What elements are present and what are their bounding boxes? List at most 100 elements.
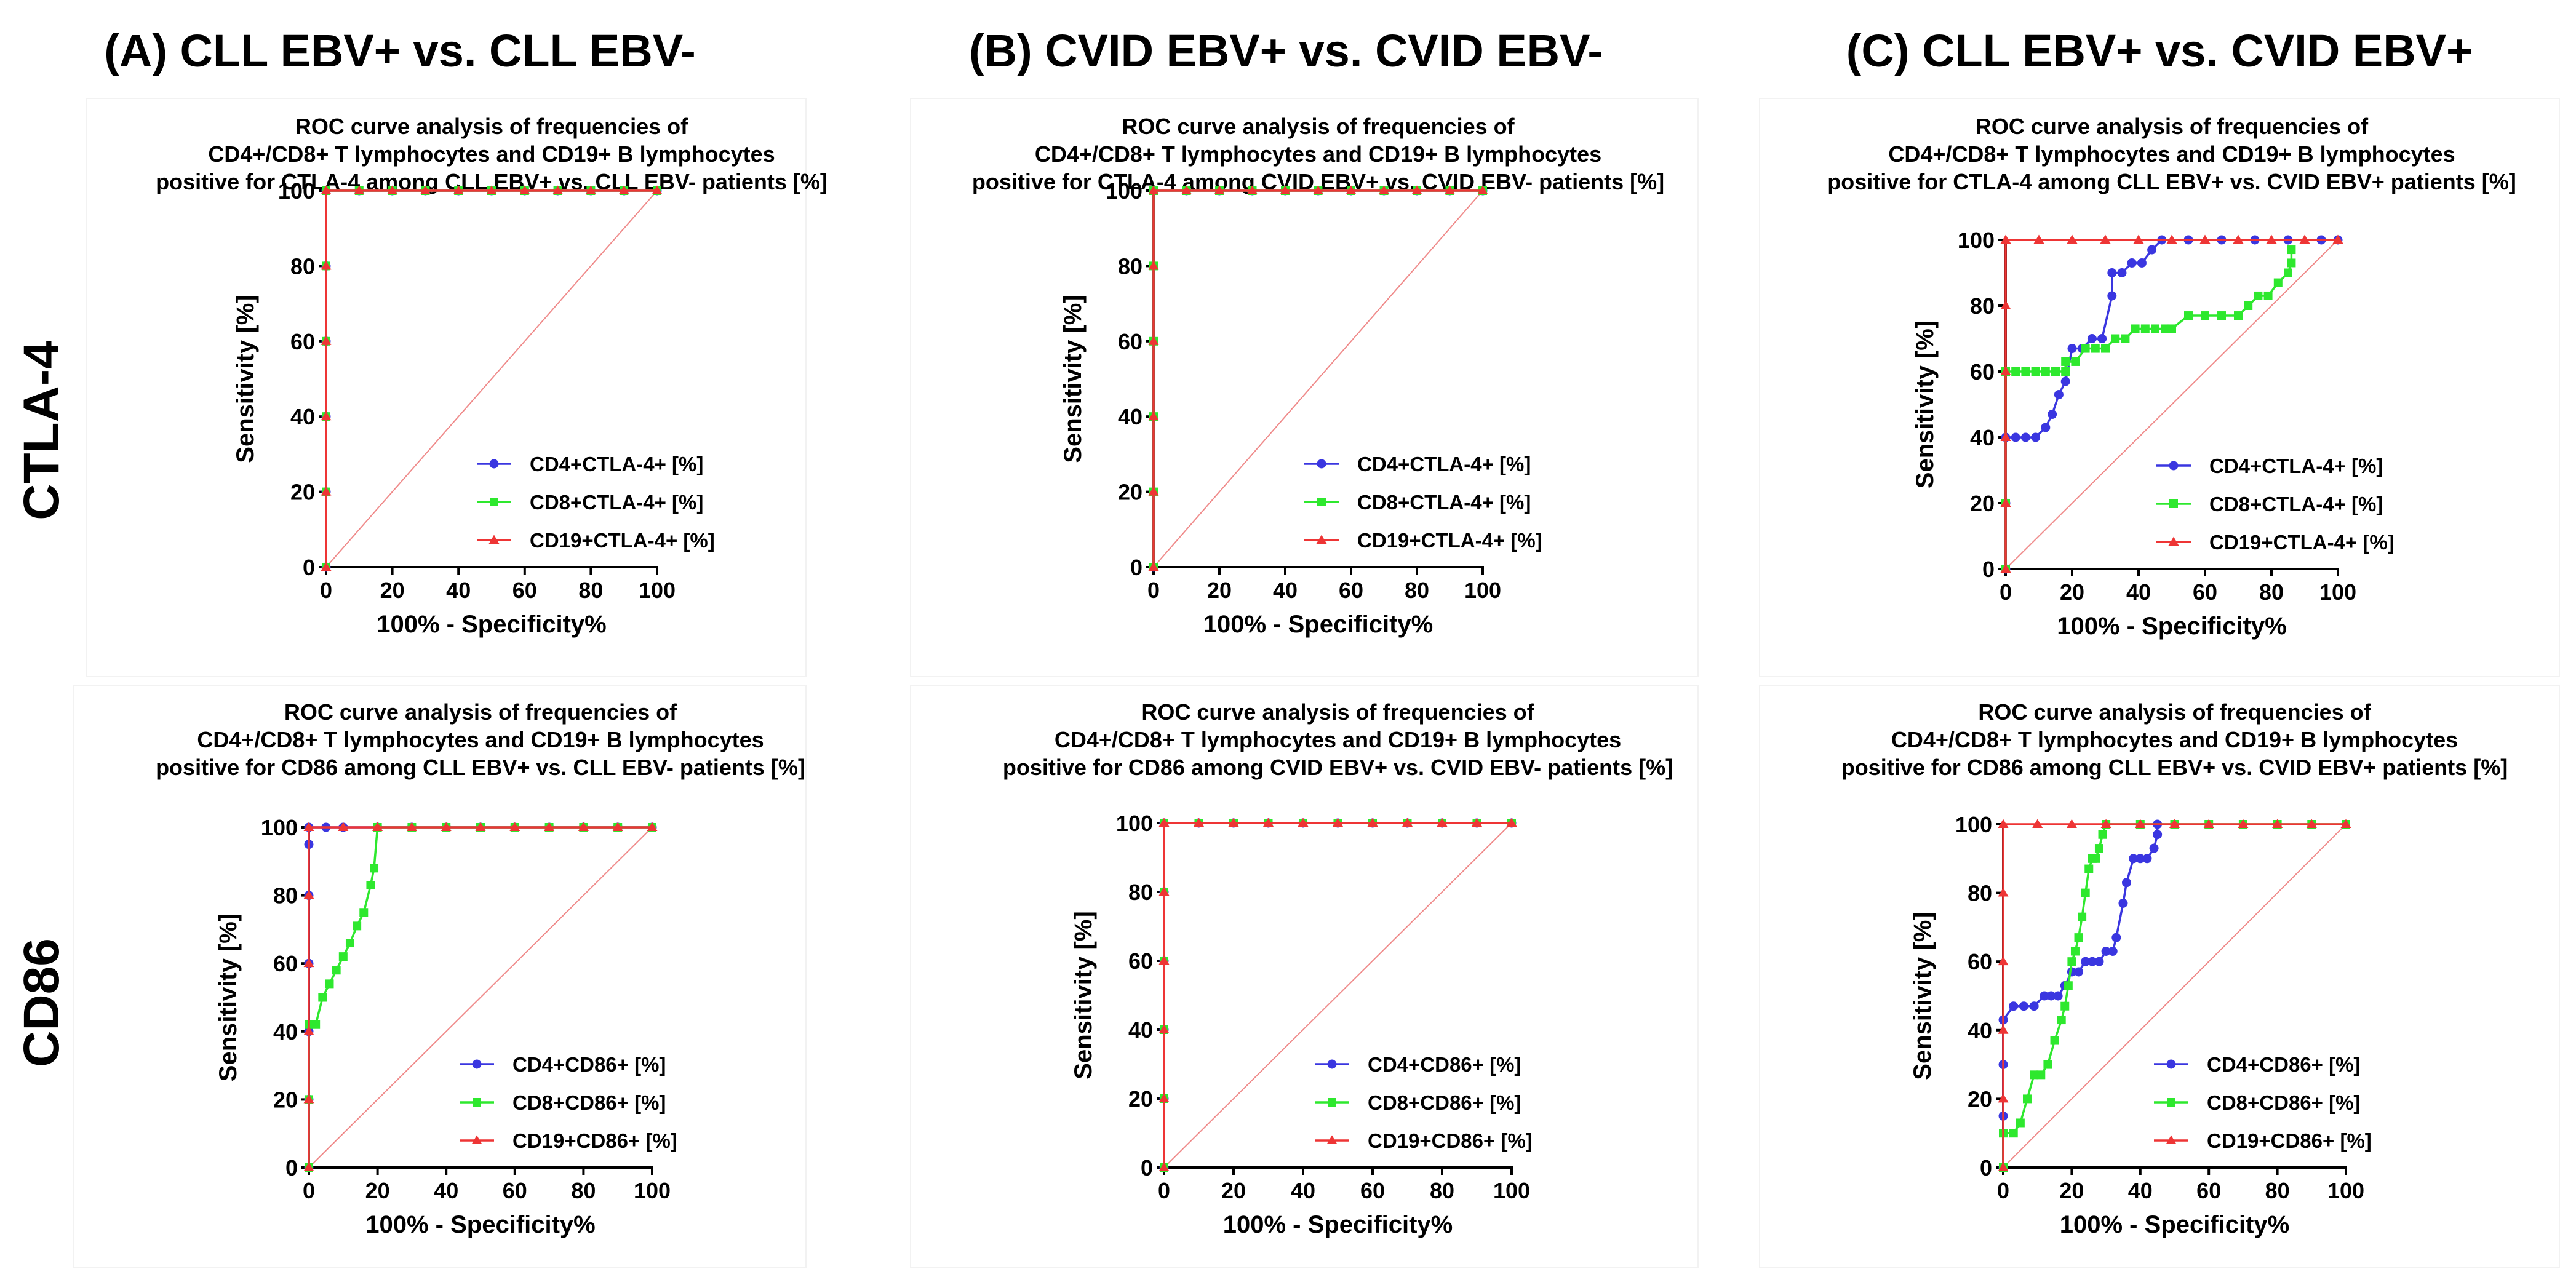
data-point-cd8 xyxy=(2091,344,2100,353)
y-tick-label: 20 xyxy=(1970,491,1995,516)
data-point-cd8 xyxy=(311,1020,321,1029)
data-point-cd8 xyxy=(2011,367,2020,376)
data-point-cd8 xyxy=(2111,334,2120,343)
data-point-cd19 xyxy=(1148,487,1159,496)
data-point-cd8 xyxy=(318,993,327,1002)
legend-item-cd19: CD19+CTLA-4+ [%] xyxy=(1304,529,1542,552)
data-point-cd19 xyxy=(321,562,332,571)
series-line-cd19 xyxy=(1152,189,1483,567)
data-point-cd8 xyxy=(2234,311,2243,320)
data-point-cd8 xyxy=(2061,357,2070,366)
data-point-cd4 xyxy=(2107,268,2117,277)
y-tick-label: 40 xyxy=(1128,1017,1153,1043)
x-axis-label: 100% - Specificity% xyxy=(1203,611,1434,638)
data-point-cd8 xyxy=(2167,324,2176,333)
data-point-cd4 xyxy=(2122,878,2132,888)
panel-frame xyxy=(1759,98,2560,677)
x-tick-label: 40 xyxy=(434,1178,458,1203)
data-point-cd19 xyxy=(1333,818,1343,827)
legend-item-cd8: CD8+CTLA-4+ [%] xyxy=(2156,493,2383,515)
x-tick-label: 40 xyxy=(1291,1178,1315,1203)
data-point-cd19 xyxy=(2266,234,2277,244)
data-point-cd19 xyxy=(303,1094,314,1104)
legend-label: CD4+CTLA-4+ [%] xyxy=(1357,453,1531,475)
data-point-cd8 xyxy=(2121,334,2130,343)
data-point-cd4 xyxy=(2129,854,2139,864)
data-point-cd4 xyxy=(2048,410,2057,420)
x-tick-label: 40 xyxy=(2128,1178,2153,1203)
legend-item-cd19: CD19+CD86+ [%] xyxy=(1315,1129,1533,1152)
data-point-cd4 xyxy=(2137,258,2147,268)
data-point-cd19 xyxy=(2238,819,2249,828)
data-point-cd19 xyxy=(1148,336,1159,345)
x-tick-label: 80 xyxy=(1405,578,1429,603)
x-tick-label: 100 xyxy=(634,1178,671,1203)
series-line-cd19 xyxy=(325,189,657,567)
data-point-cd4 xyxy=(2111,933,2121,942)
series-cd8 xyxy=(2001,245,2296,573)
data-point-cd19 xyxy=(1247,185,1258,194)
legend-marker xyxy=(2169,499,2178,508)
data-point-cd19 xyxy=(2133,234,2144,244)
x-tick-label: 100 xyxy=(2319,579,2356,605)
data-point-cd19 xyxy=(1280,185,1291,194)
data-point-cd8 xyxy=(2284,268,2292,277)
data-point-cd19 xyxy=(1158,818,1170,827)
data-point-cd19 xyxy=(1346,185,1357,194)
legend-marker xyxy=(2166,1135,2177,1144)
data-point-cd4 xyxy=(2060,376,2070,386)
data-point-cd19 xyxy=(372,822,383,831)
data-point-cd8 xyxy=(338,952,348,961)
reference-diagonal xyxy=(1153,190,1483,568)
legend-item-cd4: CD4+CD86+ [%] xyxy=(2154,1053,2360,1076)
roc-panel-6: ROC curve analysis of frequencies ofCD4+… xyxy=(1759,685,2560,1268)
reference-diagonal xyxy=(325,190,658,568)
data-point-cd19 xyxy=(1998,956,2009,966)
x-tick-label: 60 xyxy=(1360,1178,1385,1203)
panel-frame xyxy=(1759,685,2560,1268)
data-point-cd19 xyxy=(303,890,314,899)
data-point-cd8 xyxy=(353,921,362,931)
legend-label: CD19+CTLA-4+ [%] xyxy=(530,529,715,552)
panel-title-line: ROC curve analysis of frequencies of xyxy=(1141,699,1534,725)
data-point-cd8 xyxy=(2043,1060,2052,1069)
x-tick-label: 40 xyxy=(1273,578,1298,603)
legend-label: CD8+CTLA-4+ [%] xyxy=(1357,491,1531,514)
x-tick-label: 20 xyxy=(1207,578,1232,603)
data-point-cd19 xyxy=(2233,234,2244,244)
data-point-cd19 xyxy=(647,822,658,831)
legend-label: CD4+CD86+ [%] xyxy=(512,1053,666,1076)
x-axis-label: 100% - Specificity% xyxy=(2060,1211,2290,1238)
y-tick-label: 0 xyxy=(285,1155,298,1180)
x-tick-label: 80 xyxy=(1430,1178,1454,1203)
panel-title-line: ROC curve analysis of frequencies of xyxy=(295,114,688,139)
panel-frame xyxy=(910,98,1699,677)
y-tick-label: 60 xyxy=(290,329,315,354)
data-point-cd19 xyxy=(387,185,398,194)
x-tick-label: 0 xyxy=(1997,1178,2009,1203)
column-header-a: (A) CLL EBV+ vs. CLL EBV- xyxy=(104,25,696,76)
y-tick-label: 0 xyxy=(1130,555,1142,580)
x-tick-label: 0 xyxy=(320,578,332,603)
data-point-cd4 xyxy=(2031,432,2041,442)
legend-item-cd4: CD4+CD86+ [%] xyxy=(1315,1053,1521,1076)
data-point-cd19 xyxy=(2340,819,2351,828)
legend-item-cd4: CD4+CD86+ [%] xyxy=(460,1053,666,1076)
data-point-cd8 xyxy=(2151,324,2159,333)
data-point-cd4 xyxy=(2019,1001,2028,1011)
y-tick-label: 100 xyxy=(278,178,315,204)
legend-item-cd19: CD19+CTLA-4+ [%] xyxy=(2156,531,2395,554)
legend-item-cd8: CD8+CD86+ [%] xyxy=(460,1091,666,1114)
data-point-cd19 xyxy=(2100,819,2111,828)
data-point-cd19 xyxy=(2000,300,2011,309)
data-point-cd4 xyxy=(2041,423,2051,432)
panel-title-line: CD4+/CD8+ T lymphocytes and CD19+ B lymp… xyxy=(1055,727,1621,752)
series-line-cd19 xyxy=(2004,239,2338,569)
legend-label: CD8+CD86+ [%] xyxy=(512,1091,666,1114)
y-tick-label: 0 xyxy=(1980,1155,1992,1180)
legend-marker xyxy=(2166,1059,2176,1069)
data-point-cd19 xyxy=(509,822,520,831)
data-point-cd8 xyxy=(2081,344,2090,353)
data-point-cd4 xyxy=(2147,245,2157,255)
x-tick-label: 40 xyxy=(446,578,471,603)
